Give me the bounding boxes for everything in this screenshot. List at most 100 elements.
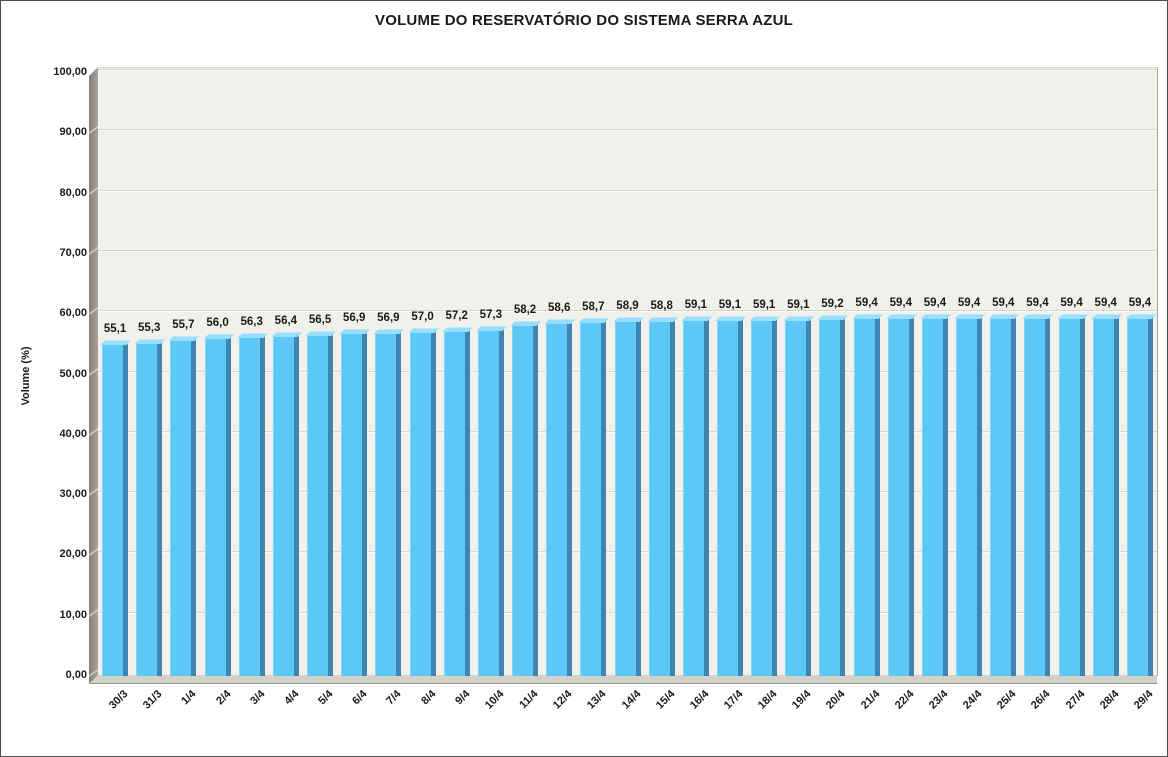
bar-top-face — [613, 316, 644, 322]
bar-value-label: 55,7 — [172, 319, 195, 332]
bar-value-label: 59,4 — [1128, 296, 1152, 309]
bar-top-face — [647, 317, 679, 323]
x-tick-label: 19/4 — [790, 688, 814, 712]
x-tick-label: 10/4 — [482, 688, 507, 712]
bar-top-face — [920, 313, 952, 319]
x-tick-label: 8/4 — [418, 688, 439, 708]
bar-top-face — [339, 328, 371, 334]
bar-value-label: 56,9 — [343, 311, 366, 324]
x-tick-label: 17/4 — [721, 688, 746, 712]
bar — [715, 315, 747, 676]
gridline — [98, 129, 1157, 132]
x-tick-label: 29/4 — [1131, 688, 1156, 712]
bar-top-face — [886, 313, 918, 319]
bar-value-label: 55,3 — [138, 321, 161, 334]
bar-value-label: 56,3 — [240, 315, 263, 328]
x-tick-label: 11/4 — [517, 688, 541, 712]
x-tick-label: 3/4 — [247, 688, 268, 708]
y-tick-label: 70,00 — [59, 246, 87, 259]
bar-top-face — [817, 315, 849, 321]
bar-value-label: 57,0 — [411, 311, 434, 324]
bar-top-face — [1125, 313, 1157, 319]
bar — [237, 332, 269, 676]
bar — [647, 317, 679, 676]
x-tick-label: 30/3 — [106, 688, 131, 712]
bar — [271, 331, 303, 676]
bar-top-face — [715, 315, 747, 321]
bar — [510, 321, 542, 676]
bar-top-face — [237, 332, 269, 338]
bar — [1057, 313, 1089, 676]
y-tick-label: 10,00 — [59, 608, 87, 621]
bar-top-face — [305, 331, 337, 337]
bar-value-label: 56,5 — [308, 314, 332, 327]
x-tick-label: 14/4 — [619, 688, 643, 712]
bar-value-label: 58,6 — [547, 301, 571, 314]
bar-value-label: 56,4 — [274, 314, 298, 327]
bar — [442, 327, 474, 676]
bar — [852, 313, 884, 676]
bar-value-label: 59,4 — [1026, 296, 1049, 309]
bar — [168, 336, 200, 676]
y-tick-label: 30,00 — [59, 488, 87, 501]
bar — [1022, 313, 1054, 676]
x-tick-label: 7/4 — [384, 688, 404, 708]
bar-top-face — [988, 313, 1020, 319]
x-tick-label: 2/4 — [213, 688, 234, 708]
bar-value-label: 59,4 — [889, 296, 912, 309]
bar-value-label: 59,4 — [992, 296, 1015, 309]
chart-title: VOLUME DO RESERVATÓRIO DO SISTEMA SERRA … — [375, 12, 793, 29]
bar-value-label: 59,1 — [718, 298, 742, 311]
bar-top-face — [476, 326, 508, 332]
bar-value-label: 59,1 — [787, 298, 810, 311]
x-tick-label: 16/4 — [687, 688, 712, 712]
bar-value-label: 59,4 — [957, 296, 981, 309]
x-tick-label: 31/3 — [141, 688, 165, 712]
y-tick-label: 40,00 — [59, 427, 87, 440]
bar — [100, 339, 132, 676]
bar-top-face — [100, 339, 132, 345]
bar-top-face — [168, 336, 200, 342]
bar-value-label: 59,1 — [752, 298, 776, 311]
bar-value-label: 58,8 — [650, 300, 673, 313]
x-tick-label: 25/4 — [995, 688, 1019, 712]
bar — [954, 313, 986, 676]
bar-value-label: 57,2 — [445, 310, 468, 323]
x-tick-label: 28/4 — [1097, 688, 1122, 712]
bar — [749, 315, 781, 676]
bar — [203, 334, 235, 676]
y-tick-label: 20,00 — [59, 548, 87, 561]
bar-value-label: 55,1 — [103, 322, 127, 335]
bar-top-face — [373, 328, 405, 334]
x-tick-label: 13/4 — [585, 688, 609, 712]
bar — [476, 326, 508, 676]
bar-top-face — [954, 313, 986, 319]
y-tick-label: 0,00 — [65, 669, 87, 681]
bar-value-label: 59,1 — [684, 298, 707, 311]
x-tick-label: 26/4 — [1029, 688, 1053, 712]
bar-value-label: 59,2 — [821, 298, 844, 311]
bar-top-face — [681, 315, 713, 321]
x-tick-label: 20/4 — [824, 688, 848, 712]
bar — [408, 328, 440, 676]
gridline — [98, 249, 1157, 252]
bar — [1091, 313, 1123, 676]
x-tick-label: 4/4 — [282, 688, 302, 708]
bar-value-label: 59,4 — [923, 296, 947, 309]
bar — [783, 315, 815, 676]
x-tick-label: 12/4 — [551, 688, 575, 712]
y-tick-label: 90,00 — [59, 126, 87, 139]
x-tick-label: 21/4 — [858, 688, 883, 712]
bar-value-label: 59,4 — [1060, 296, 1083, 309]
bar — [373, 328, 405, 676]
gridline — [98, 310, 1157, 313]
bar — [339, 328, 371, 676]
left-wall-3d — [89, 67, 98, 683]
bar-top-face — [749, 315, 781, 321]
gridline — [98, 189, 1157, 192]
bar-value-label: 58,2 — [513, 304, 537, 317]
bar-top-face — [203, 334, 235, 340]
bar — [886, 313, 918, 676]
x-tick-label: 5/4 — [316, 688, 336, 708]
gridline — [98, 69, 1157, 71]
